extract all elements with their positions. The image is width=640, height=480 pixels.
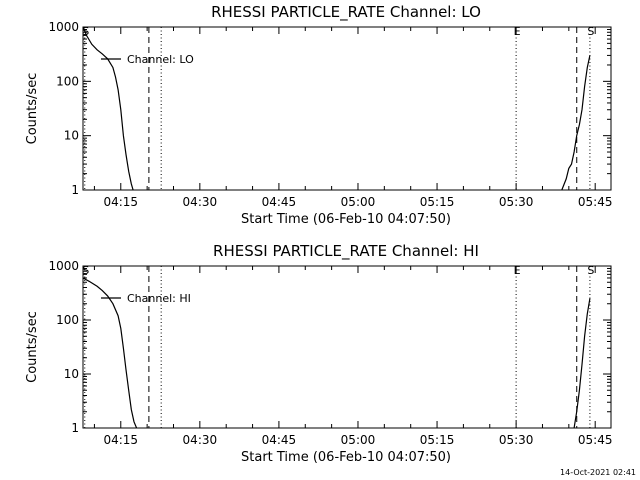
legend-label: Channel: HI (127, 292, 191, 305)
y-tick-label: 1000 (48, 20, 79, 34)
event-marker-label: E (514, 264, 521, 277)
event-marker-label: S (587, 264, 594, 277)
x-tick-label: 04:45 (262, 433, 297, 447)
x-tick-label: 04:15 (103, 195, 138, 209)
plot-frame (82, 26, 612, 191)
series-line (82, 26, 134, 191)
x-tick-label: 05:15 (420, 433, 455, 447)
footer-timestamp: 14-Oct-2021 02:41 (560, 468, 636, 477)
x-tick-label: 05:30 (499, 433, 534, 447)
y-tick-label: 100 (56, 313, 79, 327)
chart-title: RHESSI PARTICLE_RATE Channel: LO (211, 3, 481, 22)
x-axis-label: Start Time (06-Feb-10 04:07:50) (241, 212, 451, 227)
legend-label: Channel: LO (127, 53, 194, 66)
x-tick-label: 04:30 (183, 433, 218, 447)
x-tick-label: 05:00 (341, 195, 376, 209)
series-line (573, 298, 591, 429)
y-tick-label: 10 (64, 367, 79, 381)
y-tick-label: 10 (64, 129, 79, 143)
chart-title: RHESSI PARTICLE_RATE Channel: HI (213, 242, 479, 261)
x-axis-label: Start Time (06-Feb-10 04:07:50) (241, 450, 451, 465)
event-marker-label: E (514, 25, 521, 38)
y-axis-label: Counts/sec (25, 73, 40, 145)
x-tick-label: 04:45 (262, 195, 297, 209)
y-tick-label: 100 (56, 74, 79, 88)
x-tick-label: 05:45 (578, 195, 613, 209)
event-marker-label: S (82, 264, 89, 277)
y-axis-label: Counts/sec (25, 311, 40, 383)
event-marker-label: S (82, 25, 89, 38)
x-tick-label: 05:15 (420, 195, 455, 209)
x-tick-label: 05:30 (499, 195, 534, 209)
plot-frame (82, 265, 612, 429)
series-line (561, 55, 591, 191)
panel-lo: RHESSI PARTICLE_RATE Channel: LO Start Ti… (25, 3, 612, 227)
panel-hi: RHESSI PARTICLE_RATE Channel: HI Start Ti… (25, 242, 612, 465)
event-marker-label: S (587, 25, 594, 38)
series-line (82, 277, 138, 429)
y-tick-label: 1 (71, 421, 79, 435)
x-tick-label: 04:15 (103, 433, 138, 447)
y-tick-label: 1 (71, 183, 79, 197)
x-tick-label: 04:30 (183, 195, 218, 209)
x-tick-label: 05:45 (578, 433, 613, 447)
y-tick-label: 1000 (48, 259, 79, 273)
x-tick-label: 05:00 (341, 433, 376, 447)
